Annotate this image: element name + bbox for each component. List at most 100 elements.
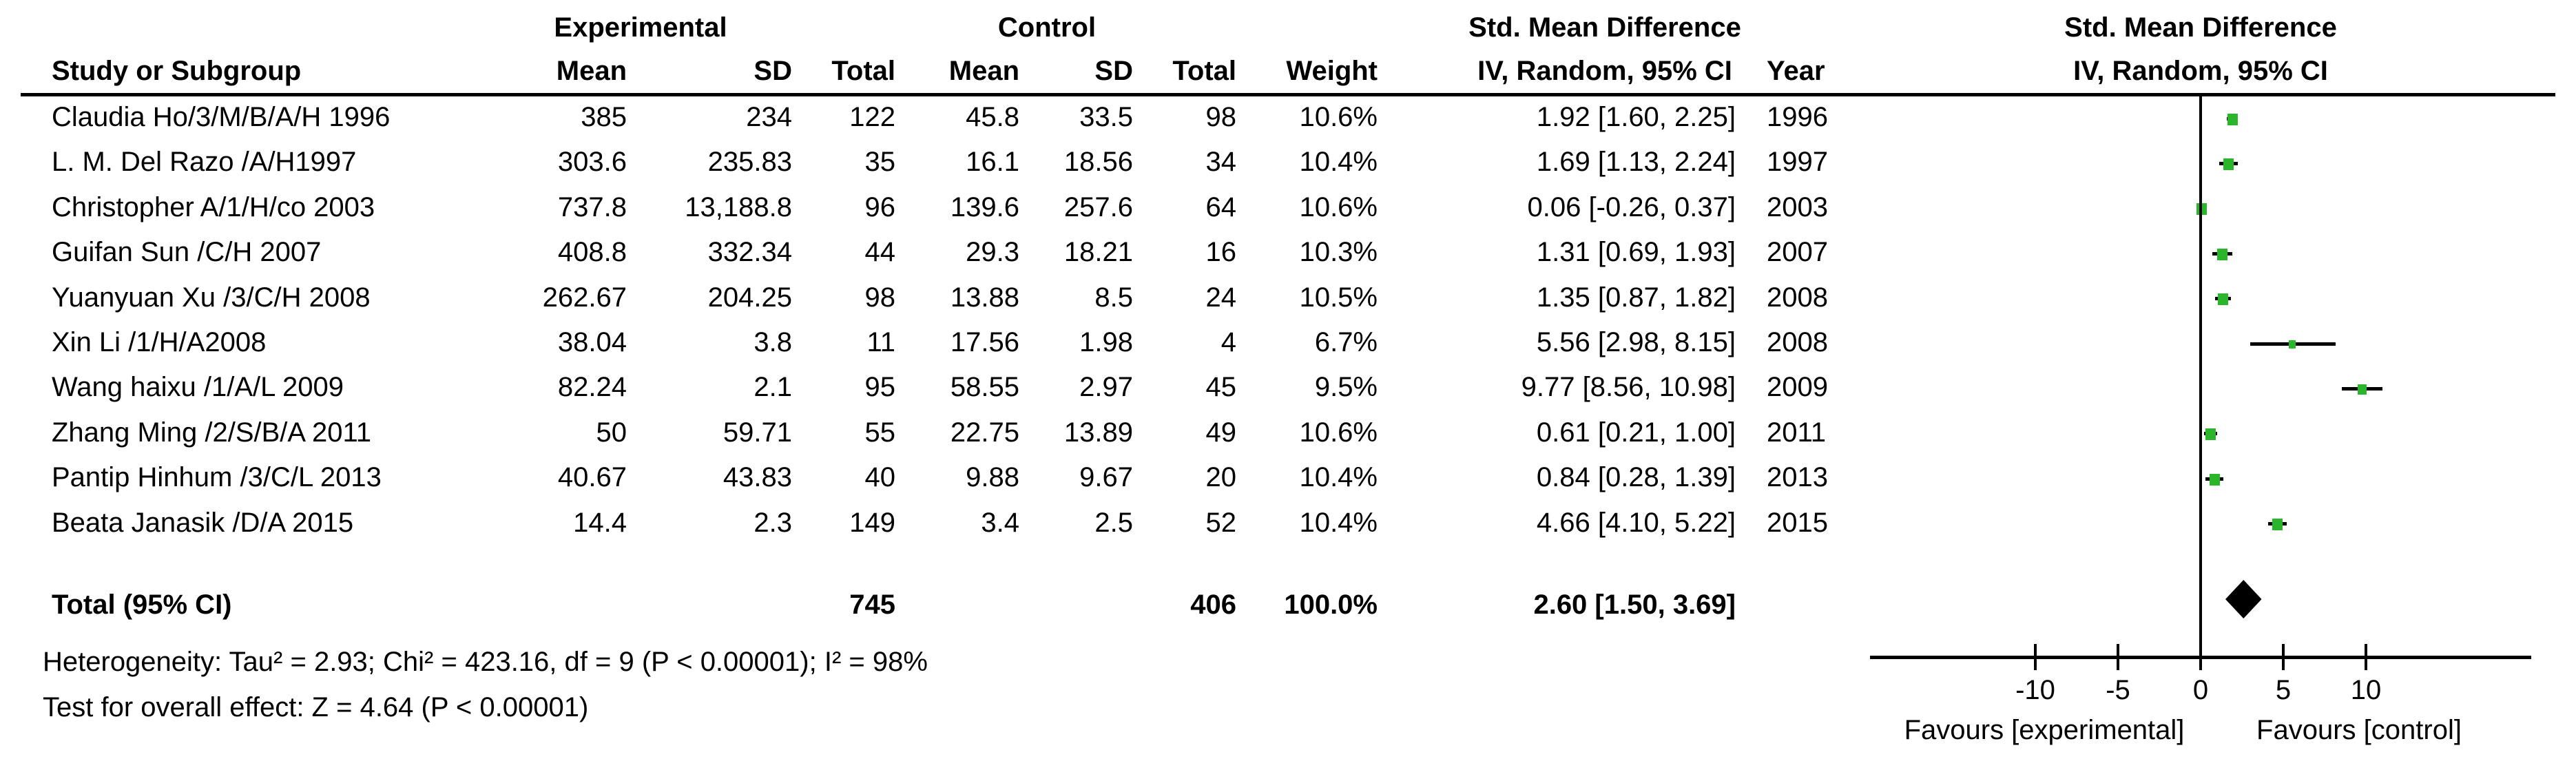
cell-mean_c: 45.8 — [966, 102, 1019, 132]
header-col-mean-exp: Mean — [556, 56, 627, 86]
axis-tick — [2199, 644, 2202, 670]
cell-total_c: 52 — [1205, 507, 1237, 538]
effect-square — [2205, 428, 2216, 441]
cell-mean_e: 385 — [581, 102, 627, 132]
cell-sd_e: 13,188.8 — [685, 191, 792, 222]
total-label: Total (95% CI) — [52, 590, 232, 620]
cell-total_c: 20 — [1205, 462, 1237, 493]
cell-weight: 10.4% — [1299, 462, 1378, 493]
study-name: Claudia Ho/3/M/B/A/H 1996 — [52, 102, 391, 132]
cell-ci_text: 5.56 [2.98, 8.15] — [1536, 327, 1736, 357]
cell-total_e: 35 — [864, 147, 896, 178]
total-exp-n: 745 — [849, 590, 895, 620]
cell-total_e: 149 — [849, 507, 895, 538]
cell-sd_e: 332.34 — [707, 237, 792, 268]
cell-total_c: 16 — [1205, 237, 1237, 268]
axis-tick-label: 0 — [2192, 675, 2209, 705]
cell-sd_e: 59.71 — [723, 417, 792, 448]
cell-ci_text: 0.61 [0.21, 1.00] — [1536, 417, 1736, 448]
effect-square — [2289, 340, 2296, 348]
cell-total_c: 24 — [1205, 282, 1237, 313]
cell-total_c: 45 — [1205, 372, 1237, 403]
cell-weight: 10.6% — [1299, 102, 1378, 132]
header-col-total-ctl: Total — [1172, 56, 1236, 86]
cell-year: 2008 — [1767, 282, 1828, 313]
cell-sd_e: 3.8 — [754, 327, 792, 357]
cell-weight: 10.6% — [1299, 191, 1378, 222]
header-group-experimental: Experimental — [554, 12, 727, 43]
zero-line — [2199, 96, 2202, 657]
cell-total_e: 44 — [864, 237, 896, 268]
cell-year: 2015 — [1767, 507, 1828, 538]
cell-year: 1996 — [1767, 102, 1828, 132]
header-col-mean-ctl: Mean — [948, 56, 1019, 86]
axis-tick — [2117, 644, 2119, 670]
cell-total_e: 95 — [864, 372, 896, 403]
cell-mean_c: 9.88 — [966, 462, 1019, 493]
effect-square — [2223, 158, 2234, 170]
cell-sd_e: 2.3 — [754, 507, 792, 538]
cell-sd_e: 2.1 — [754, 372, 792, 403]
effect-square — [2272, 519, 2283, 531]
cell-total_e: 96 — [864, 191, 896, 222]
header-rule — [21, 93, 2555, 96]
cell-mean_c: 139.6 — [950, 191, 1019, 222]
effect-square — [2357, 384, 2367, 395]
cell-sd_c: 18.56 — [1063, 147, 1133, 178]
overall-effect-text: Test for overall effect: Z = 4.64 (P < 0… — [43, 692, 589, 722]
axis-tick-label: -10 — [2015, 675, 2055, 705]
study-name: Pantip Hinhum /3/C/L 2013 — [52, 462, 382, 493]
cell-total_e: 40 — [864, 462, 896, 493]
cell-total_e: 122 — [849, 102, 895, 132]
cell-sd_e: 235.83 — [707, 147, 792, 178]
cell-year: 2007 — [1767, 237, 1828, 268]
cell-sd_c: 13.89 — [1063, 417, 1133, 448]
cell-sd_e: 43.83 — [723, 462, 792, 493]
cell-ci_text: 0.06 [-0.26, 0.37] — [1527, 191, 1736, 222]
header-col-sd-ctl: SD — [1094, 56, 1133, 86]
axis-tick-label: 10 — [2350, 675, 2382, 705]
axis-tick-label: 5 — [2275, 675, 2292, 705]
cell-ci_text: 1.35 [0.87, 1.82] — [1536, 282, 1736, 313]
axis-tick-label: -5 — [2106, 675, 2130, 705]
header-col-year: Year — [1767, 56, 1825, 86]
header-col-weight: Weight — [1286, 56, 1378, 86]
cell-mean_e: 40.67 — [557, 462, 627, 493]
study-name: L. M. Del Razo /A/H1997 — [52, 147, 357, 178]
summary-diamond — [2225, 580, 2262, 618]
effect-square — [2209, 473, 2220, 486]
study-name: Yuanyuan Xu /3/C/H 2008 — [52, 282, 371, 313]
cell-ci_text: 1.69 [1.13, 2.24] — [1536, 147, 1736, 178]
cell-sd_c: 2.97 — [1079, 372, 1133, 403]
header-col-study: Study or Subgroup — [52, 56, 302, 86]
cell-year: 2013 — [1767, 462, 1828, 493]
cell-mean_c: 29.3 — [966, 237, 1019, 268]
cell-mean_e: 408.8 — [557, 237, 627, 268]
cell-ci_text: 0.84 [0.28, 1.39] — [1536, 462, 1736, 493]
cell-sd_c: 257.6 — [1063, 191, 1133, 222]
cell-year: 2011 — [1767, 417, 1827, 448]
cell-mean_c: 13.88 — [950, 282, 1019, 313]
cell-year: 2008 — [1767, 327, 1828, 357]
cell-total_c: 4 — [1221, 327, 1236, 357]
total-weight: 100.0% — [1284, 590, 1378, 620]
cell-mean_c: 16.1 — [966, 147, 1019, 178]
header-smd-right-title: Std. Mean Difference — [2064, 12, 2337, 43]
study-name: Wang haixu /1/A/L 2009 — [52, 372, 344, 403]
cell-sd_c: 1.98 — [1079, 327, 1133, 357]
cell-sd_c: 9.67 — [1079, 462, 1133, 493]
cell-year: 2009 — [1767, 372, 1828, 403]
cell-ci_text: 1.92 [1.60, 2.25] — [1536, 102, 1736, 132]
favours-experimental-label: Favours [experimental] — [1904, 715, 2185, 745]
total-ctl-n: 406 — [1190, 590, 1236, 620]
cell-total_c: 34 — [1205, 147, 1237, 178]
cell-mean_c: 3.4 — [981, 507, 1019, 538]
cell-total_c: 49 — [1205, 417, 1237, 448]
cell-total_c: 64 — [1205, 191, 1237, 222]
header-group-control: Control — [997, 12, 1097, 43]
cell-total_e: 11 — [866, 327, 895, 357]
axis-tick — [2365, 644, 2367, 670]
header-col-sd-exp: SD — [754, 56, 792, 86]
cell-total_e: 98 — [864, 282, 896, 313]
